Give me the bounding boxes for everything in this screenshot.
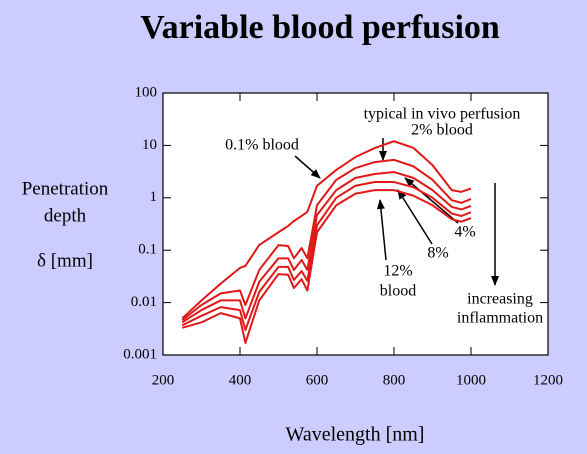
- annotation: 8%: [427, 245, 448, 262]
- line: [181, 140, 472, 320]
- arrow: [294, 155, 321, 179]
- arrow: [404, 177, 459, 224]
- y-tick-label: 0.001: [123, 346, 157, 362]
- x-tick-label: 600: [306, 372, 329, 388]
- chart-title: Variable blood perfusion: [140, 9, 500, 46]
- y-tick-label: 1: [150, 189, 158, 205]
- x-tick-label: 400: [229, 372, 252, 388]
- line: [181, 189, 472, 344]
- y-tick-label: 0.01: [131, 294, 157, 310]
- annotation: 4%: [454, 224, 475, 241]
- arrow: [376, 199, 387, 261]
- x-tick-label: 1000: [456, 372, 486, 388]
- y-axis-label: Penetration: [22, 178, 109, 199]
- y-tick-label: 10: [142, 137, 157, 153]
- line: [181, 171, 472, 324]
- y-axis-label: δ [mm]: [37, 250, 93, 271]
- x-tick-label: 800: [383, 372, 406, 388]
- annotation: 12%: [383, 263, 412, 280]
- plot-area: [162, 92, 549, 356]
- x-tick-label: 1200: [533, 372, 563, 388]
- annotation: 0.1% blood: [225, 137, 299, 154]
- annotation: typical in vivo perfusion: [364, 106, 521, 123]
- annotation: 2% blood: [411, 122, 473, 139]
- annotation: blood: [380, 283, 416, 300]
- x-axis-label: Wavelength [nm]: [286, 424, 425, 446]
- annotation: inflammation: [457, 310, 543, 327]
- annotation: increasing: [467, 291, 533, 308]
- arrow: [397, 189, 433, 245]
- line: [181, 158, 472, 322]
- y-tick-label: 100: [135, 84, 158, 100]
- y-axis-label: depth: [44, 205, 87, 226]
- y-tick-label: 0.1: [138, 242, 157, 258]
- line: [181, 181, 472, 331]
- x-tick-label: 200: [152, 372, 175, 388]
